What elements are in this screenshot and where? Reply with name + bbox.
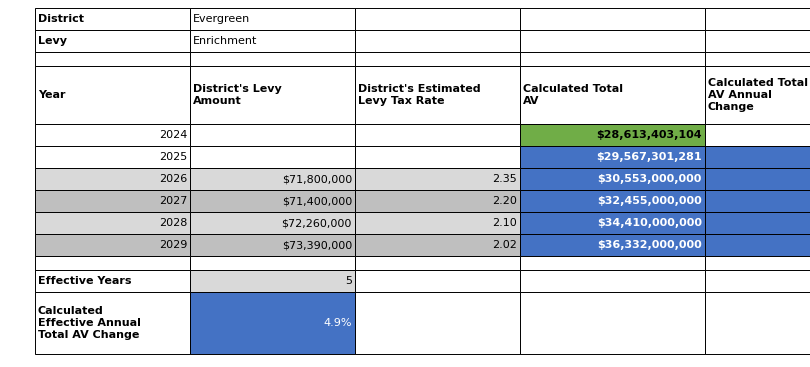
Bar <box>355 66 520 124</box>
Bar <box>520 8 705 30</box>
Bar <box>705 8 810 30</box>
Text: $32,455,000,000: $32,455,000,000 <box>597 196 702 206</box>
Bar <box>355 124 520 146</box>
Text: $71,400,000: $71,400,000 <box>282 196 352 206</box>
Bar <box>190 66 355 124</box>
Bar <box>35 168 190 190</box>
Bar <box>35 8 190 30</box>
Bar <box>520 256 705 270</box>
Bar <box>35 256 190 270</box>
Bar <box>35 66 190 124</box>
Text: Effective Years: Effective Years <box>38 276 131 286</box>
Bar <box>190 190 355 212</box>
Bar <box>705 234 810 256</box>
Bar <box>520 270 705 292</box>
Bar <box>35 234 190 256</box>
Bar <box>190 212 355 234</box>
Bar <box>520 66 705 124</box>
Bar <box>705 256 810 270</box>
Bar <box>35 146 190 168</box>
Text: 2029: 2029 <box>159 240 187 250</box>
Text: Levy: Levy <box>38 36 67 46</box>
Bar <box>190 256 355 270</box>
Text: $71,800,000: $71,800,000 <box>282 174 352 184</box>
Bar <box>705 292 810 354</box>
Bar <box>705 270 810 292</box>
Bar <box>520 168 705 190</box>
Bar <box>190 52 355 66</box>
Bar <box>705 146 810 168</box>
Bar <box>190 234 355 256</box>
Bar <box>35 190 190 212</box>
Bar <box>190 146 355 168</box>
Bar <box>355 52 520 66</box>
Text: Calculated Total
AV: Calculated Total AV <box>523 84 623 106</box>
Text: $36,332,000,000: $36,332,000,000 <box>597 240 702 250</box>
Text: $73,390,000: $73,390,000 <box>282 240 352 250</box>
Bar <box>705 124 810 146</box>
Text: $28,613,403,104: $28,613,403,104 <box>596 130 702 140</box>
Text: Year: Year <box>38 90 66 100</box>
Text: District: District <box>38 14 84 24</box>
Text: $30,553,000,000: $30,553,000,000 <box>598 174 702 184</box>
Bar <box>35 292 190 354</box>
Bar <box>190 8 355 30</box>
Bar <box>705 52 810 66</box>
Bar <box>355 212 520 234</box>
Bar <box>35 30 190 52</box>
Bar <box>190 30 355 52</box>
Text: 2028: 2028 <box>159 218 187 228</box>
Bar <box>705 168 810 190</box>
Text: $72,260,000: $72,260,000 <box>282 218 352 228</box>
Bar <box>705 30 810 52</box>
Bar <box>520 146 705 168</box>
Bar <box>35 52 190 66</box>
Text: Calculated Total
AV Annual
Change: Calculated Total AV Annual Change <box>708 79 808 112</box>
Bar <box>705 212 810 234</box>
Bar <box>355 292 520 354</box>
Bar <box>190 270 355 292</box>
Bar <box>520 234 705 256</box>
Bar <box>355 234 520 256</box>
Text: Enrichment: Enrichment <box>193 36 258 46</box>
Bar <box>355 168 520 190</box>
Text: 2.20: 2.20 <box>492 196 517 206</box>
Text: Evergreen: Evergreen <box>193 14 250 24</box>
Bar <box>705 66 810 124</box>
Text: 2.35: 2.35 <box>492 174 517 184</box>
Bar <box>35 270 190 292</box>
Text: 5: 5 <box>345 276 352 286</box>
Bar <box>190 292 355 354</box>
Text: District's Estimated
Levy Tax Rate: District's Estimated Levy Tax Rate <box>358 84 480 106</box>
Bar <box>520 124 705 146</box>
Bar <box>190 168 355 190</box>
Bar <box>190 124 355 146</box>
Bar <box>355 146 520 168</box>
Text: 2027: 2027 <box>159 196 187 206</box>
Text: $29,567,301,281: $29,567,301,281 <box>596 152 702 162</box>
Bar <box>355 30 520 52</box>
Bar <box>355 8 520 30</box>
Bar <box>520 30 705 52</box>
Text: 2024: 2024 <box>159 130 187 140</box>
Text: Calculated
Effective Annual
Total AV Change: Calculated Effective Annual Total AV Cha… <box>38 306 141 339</box>
Text: 2025: 2025 <box>159 152 187 162</box>
Bar <box>520 52 705 66</box>
Bar <box>355 270 520 292</box>
Bar <box>35 124 190 146</box>
Bar <box>355 256 520 270</box>
Bar <box>705 190 810 212</box>
Bar <box>355 190 520 212</box>
Bar <box>35 212 190 234</box>
Text: 2.02: 2.02 <box>492 240 517 250</box>
Text: District's Levy
Amount: District's Levy Amount <box>193 84 282 106</box>
Bar <box>520 292 705 354</box>
Bar <box>520 212 705 234</box>
Text: 2.10: 2.10 <box>492 218 517 228</box>
Text: $34,410,000,000: $34,410,000,000 <box>597 218 702 228</box>
Bar <box>520 190 705 212</box>
Text: 4.9%: 4.9% <box>323 318 352 328</box>
Text: 2026: 2026 <box>159 174 187 184</box>
